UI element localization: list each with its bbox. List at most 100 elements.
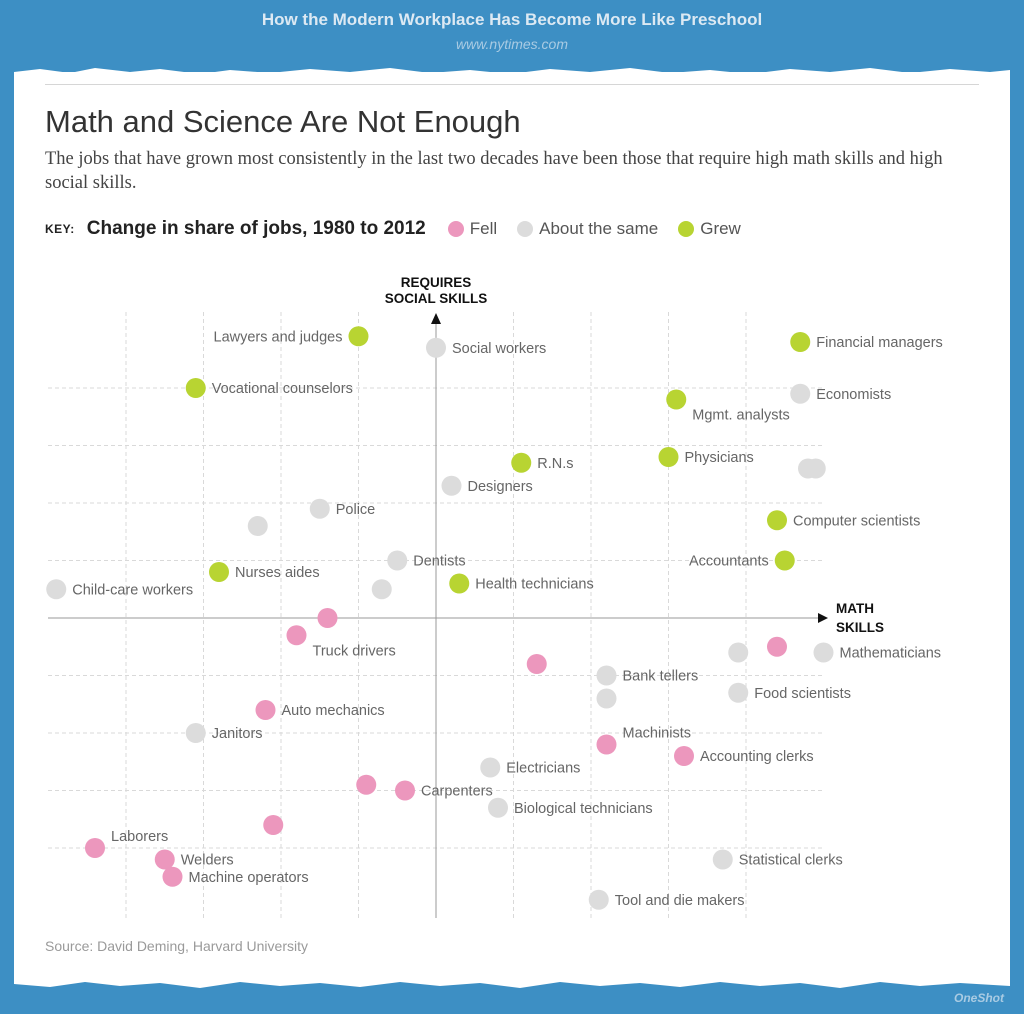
headline: Math and Science Are Not Enough: [45, 104, 521, 139]
grew-dot-icon: [678, 221, 695, 237]
data-point-same[interactable]: [488, 797, 508, 818]
legend-label-same: About the same: [539, 219, 659, 238]
legend-label-fell: Fell: [469, 219, 498, 238]
data-label: Food scientists: [754, 686, 851, 702]
legend-title: Change in share of jobs, 1980 to 2012: [86, 218, 426, 239]
data-label: Machinists: [623, 726, 692, 742]
data-label: Auto mechanics: [282, 703, 385, 719]
data-point-grew[interactable]: [511, 452, 532, 473]
data-point-grew[interactable]: [666, 389, 687, 410]
data-point-grew[interactable]: [658, 447, 679, 467]
legend-item-same: About the same: [517, 219, 658, 239]
legend-key-label: KEY:: [45, 222, 75, 236]
data-label: Social workers: [452, 341, 546, 357]
data-point-same[interactable]: [441, 475, 462, 496]
fell-dot-icon: [447, 221, 464, 237]
data-label: Nurses aides: [235, 565, 320, 581]
y-axis-arrow-icon: [431, 313, 441, 324]
data-point-same[interactable]: [596, 688, 617, 709]
data-point-fell[interactable]: [263, 815, 284, 835]
data-point-grew[interactable]: [790, 332, 811, 352]
x-axis-label-line1: MATH: [836, 601, 874, 616]
data-point-fell[interactable]: [596, 734, 617, 755]
data-label: Vocational counselors: [212, 381, 353, 397]
data-label: Electricians: [506, 761, 580, 777]
data-label: Child-care workers: [72, 582, 193, 598]
y-axis-label-line1: REQUIRES: [401, 275, 472, 290]
data-point-fell[interactable]: [286, 625, 307, 646]
torn-edge-bottom: [14, 976, 1010, 988]
data-point-fell[interactable]: [674, 746, 694, 766]
data-label: Accounting clerks: [700, 749, 814, 765]
chart-points: Lawyers and judges Social workers Financia…: [46, 326, 943, 910]
data-point-fell[interactable]: [317, 608, 338, 628]
data-point-same[interactable]: [805, 458, 826, 479]
data-point-fell[interactable]: [154, 849, 175, 870]
data-label: Health technicians: [475, 577, 594, 593]
data-label: Tool and die makers: [615, 893, 745, 909]
legend-item-fell: Fell: [447, 219, 498, 239]
data-point-fell[interactable]: [255, 700, 276, 720]
data-label: Mgmt. analysts: [692, 408, 790, 424]
data-point-same[interactable]: [387, 550, 408, 571]
data-point-fell[interactable]: [395, 780, 415, 801]
data-label: Dentists: [413, 554, 465, 570]
data-point-same[interactable]: [480, 757, 501, 778]
data-point-grew[interactable]: [185, 378, 206, 398]
subhead: The jobs that have grown most consistent…: [45, 149, 943, 193]
data-point-fell[interactable]: [767, 636, 787, 657]
top-rule: [45, 84, 979, 85]
data-point-same[interactable]: [728, 682, 749, 703]
x-axis-arrow-icon: [818, 613, 828, 623]
data-point-grew[interactable]: [767, 510, 787, 531]
data-point-grew[interactable]: [774, 550, 795, 571]
data-label: Biological technicians: [514, 801, 653, 817]
data-label: Carpenters: [421, 784, 493, 800]
data-label: R.N.s: [537, 456, 573, 472]
data-label: Mathematicians: [840, 646, 942, 662]
credit-logo: OneShot: [954, 991, 1004, 1005]
data-label: Bank tellers: [623, 669, 699, 685]
data-point-same[interactable]: [790, 383, 811, 404]
data-point-same[interactable]: [371, 579, 392, 600]
data-point-grew[interactable]: [348, 326, 369, 347]
data-point-same[interactable]: [46, 579, 67, 600]
chart-grid: [48, 312, 822, 918]
banner-url[interactable]: www.nytimes.com: [455, 36, 569, 52]
data-label: Computer scientists: [793, 513, 920, 529]
legend: KEY: Change in share of jobs, 1980 to 20…: [45, 216, 761, 242]
data-point-fell[interactable]: [526, 654, 547, 674]
data-point-same[interactable]: [309, 498, 330, 519]
data-label: Economists: [816, 387, 891, 403]
data-point-same[interactable]: [247, 516, 268, 536]
data-point-same[interactable]: [185, 723, 206, 743]
banner-title: How the Modern Workplace Has Become More…: [261, 10, 763, 29]
data-label: Physicians: [685, 450, 754, 466]
data-point-same[interactable]: [426, 337, 446, 358]
data-point-fell[interactable]: [85, 838, 105, 858]
data-point-same[interactable]: [588, 889, 609, 910]
data-point-fell[interactable]: [356, 774, 377, 795]
data-point-same[interactable]: [813, 642, 834, 663]
data-label: Designers: [468, 479, 533, 495]
x-axis-label-line2: SKILLS: [836, 620, 884, 635]
data-point-grew[interactable]: [209, 562, 229, 582]
data-label: Laborers: [111, 829, 168, 845]
data-label: Statistical clerks: [739, 853, 843, 869]
data-label: Truck drivers: [313, 643, 396, 659]
data-label: Accountants: [689, 554, 769, 570]
y-axis-label-line2: SOCIAL SKILLS: [385, 291, 488, 306]
data-label: Financial managers: [816, 335, 943, 351]
source-note: Source: David Deming, Harvard University: [45, 938, 308, 954]
data-point-fell[interactable]: [162, 866, 183, 887]
data-point-same[interactable]: [728, 642, 749, 663]
data-label: Janitors: [212, 726, 263, 742]
data-label: Lawyers and judges: [214, 329, 343, 345]
data-point-same[interactable]: [596, 665, 617, 686]
data-label: Welders: [181, 853, 234, 869]
data-point-grew[interactable]: [449, 573, 470, 594]
data-point-same[interactable]: [712, 849, 733, 870]
same-dot-icon: [517, 221, 534, 237]
chart-axes: REQUIRES SOCIAL SKILLS MATH SKILLS: [48, 275, 884, 918]
